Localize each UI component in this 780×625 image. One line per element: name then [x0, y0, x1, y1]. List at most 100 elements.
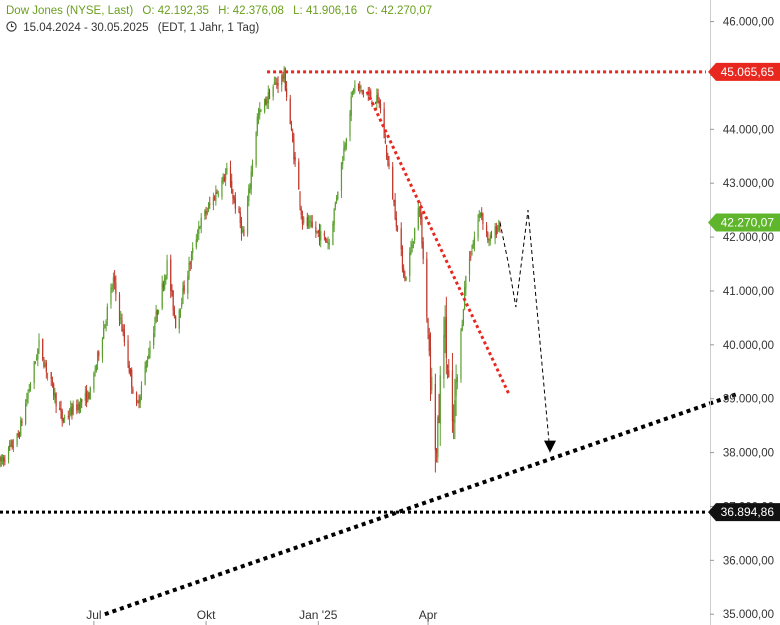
candle	[318, 223, 321, 246]
candle	[20, 416, 22, 437]
candle-body	[427, 318, 429, 333]
candle	[375, 101, 377, 105]
trendlines-layer	[0, 70, 740, 617]
candle	[3, 454, 5, 467]
candle-body	[472, 243, 474, 249]
candle	[446, 364, 449, 379]
candle	[33, 360, 35, 390]
support-badge-bg	[708, 503, 780, 522]
candle	[437, 415, 439, 463]
candle-body	[1, 459, 4, 461]
candle-body	[255, 131, 257, 165]
candle-body	[123, 330, 125, 343]
candle-body	[315, 227, 317, 233]
candle-body	[215, 191, 217, 201]
candle	[127, 335, 129, 368]
candle-body	[229, 167, 232, 184]
y-tick-label: 39.000,00	[723, 394, 774, 406]
candle	[388, 156, 390, 170]
candle	[205, 206, 207, 220]
candle	[354, 80, 356, 94]
candle	[377, 88, 379, 104]
candle-body	[498, 225, 500, 230]
candle-body	[135, 392, 138, 405]
candle-body	[289, 98, 291, 125]
candle	[401, 245, 404, 273]
candle	[300, 205, 302, 220]
downtrend-line	[365, 90, 510, 394]
candle-body	[264, 99, 266, 112]
candle	[183, 280, 185, 295]
candle	[315, 221, 317, 238]
candle-body	[404, 276, 406, 279]
candle	[178, 308, 180, 334]
candle	[317, 229, 319, 237]
candle	[395, 211, 397, 232]
candle	[409, 247, 411, 283]
candle	[429, 332, 432, 401]
candle-body	[111, 287, 113, 290]
candle-body	[148, 354, 150, 359]
candle	[172, 290, 174, 316]
candle-body	[9, 444, 11, 447]
candle-body	[350, 96, 352, 116]
candle-body	[11, 440, 13, 448]
candle-body	[242, 230, 244, 232]
candle	[137, 399, 139, 404]
candle	[161, 275, 163, 311]
candle	[323, 230, 325, 241]
chart-subheader: 15.04.2024 - 30.05.2025 (EDT, 1 Jahr, 1 …	[6, 21, 265, 34]
candle	[431, 367, 433, 395]
candle	[396, 225, 399, 232]
candle-body	[345, 138, 347, 147]
candle-body	[10, 442, 12, 445]
candle	[187, 270, 189, 300]
candle	[120, 310, 122, 325]
candle	[256, 113, 258, 137]
candle	[393, 199, 395, 207]
candle	[96, 350, 99, 370]
candle-body	[444, 319, 446, 338]
candle	[225, 168, 227, 187]
candle	[316, 231, 318, 234]
candle-body	[188, 262, 190, 278]
candle-body	[88, 392, 90, 400]
candle-body	[198, 226, 200, 235]
candle-body	[115, 282, 117, 294]
candle	[103, 320, 105, 340]
candle	[303, 216, 305, 226]
candle-body	[473, 237, 475, 245]
candle-body	[360, 87, 362, 89]
candle-body	[204, 210, 206, 216]
candle	[215, 185, 217, 206]
candle-body	[195, 239, 197, 247]
candle-body	[456, 377, 458, 383]
candle-body	[268, 89, 271, 99]
candle-body	[395, 217, 397, 227]
candle-body	[71, 406, 73, 416]
candle	[498, 219, 500, 232]
candle-body	[161, 282, 163, 309]
candle-body	[409, 252, 411, 276]
candle-body	[34, 362, 36, 364]
candle	[64, 414, 66, 424]
candle	[418, 206, 421, 218]
candle	[10, 439, 12, 448]
candle	[290, 120, 293, 132]
candle-body	[283, 69, 285, 79]
chart-settings: (EDT, 1 Jahr, 1 Tag)	[157, 22, 260, 34]
candle	[255, 131, 257, 168]
candle	[277, 76, 279, 94]
candle	[140, 381, 143, 401]
candle	[337, 191, 339, 201]
candle	[461, 319, 463, 332]
candle-body	[55, 393, 57, 407]
candle	[448, 359, 450, 378]
price-badges: 45.065,65 42.270,07 36.894,86	[708, 62, 780, 522]
candle	[488, 238, 490, 247]
candle-body	[166, 260, 168, 276]
candle-body	[29, 384, 32, 389]
candle	[299, 191, 301, 211]
candle	[110, 283, 112, 309]
